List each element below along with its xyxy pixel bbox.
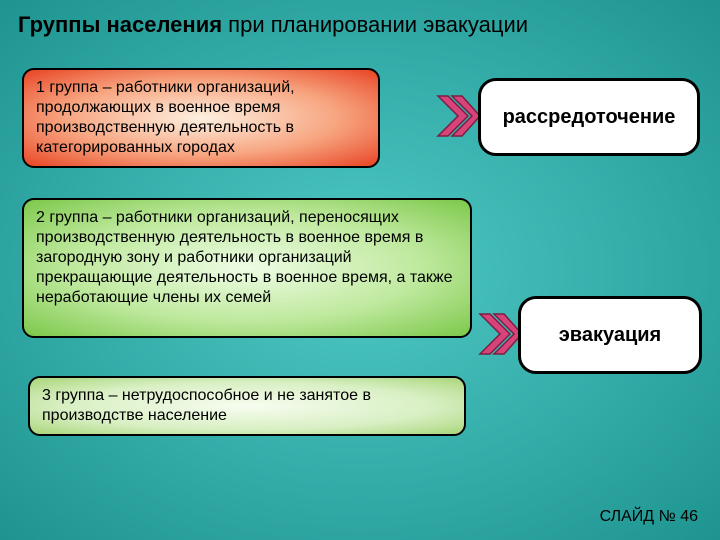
group2-text: 2 группа – работники организаций, перено… <box>36 209 453 306</box>
group3-box: 3 группа – нетрудоспособное и не занятое… <box>28 376 466 436</box>
result2-box: эвакуация <box>518 296 702 374</box>
title-bold: Группы населения <box>18 12 222 37</box>
arrow1-icon <box>436 94 480 138</box>
group3-text: 3 группа – нетрудоспособное и не занятое… <box>42 387 371 424</box>
result2-label: эвакуация <box>559 324 661 347</box>
slide-title: Группы населения при планировании эвакуа… <box>18 12 702 38</box>
group1-text: 1 группа – работники организаций, продол… <box>36 79 295 156</box>
slide-root: Группы населения при планировании эвакуа… <box>0 0 720 540</box>
group1-box: 1 группа – работники организаций, продол… <box>22 68 380 168</box>
title-rest: при планировании эвакуации <box>222 12 528 37</box>
slide-footer: СЛАЙД № 46 <box>600 508 698 526</box>
arrow2-icon <box>478 312 522 356</box>
group2-box: 2 группа – работники организаций, перено… <box>22 198 472 338</box>
result1-label: рассредоточение <box>503 106 676 129</box>
result1-box: рассредоточение <box>478 78 700 156</box>
